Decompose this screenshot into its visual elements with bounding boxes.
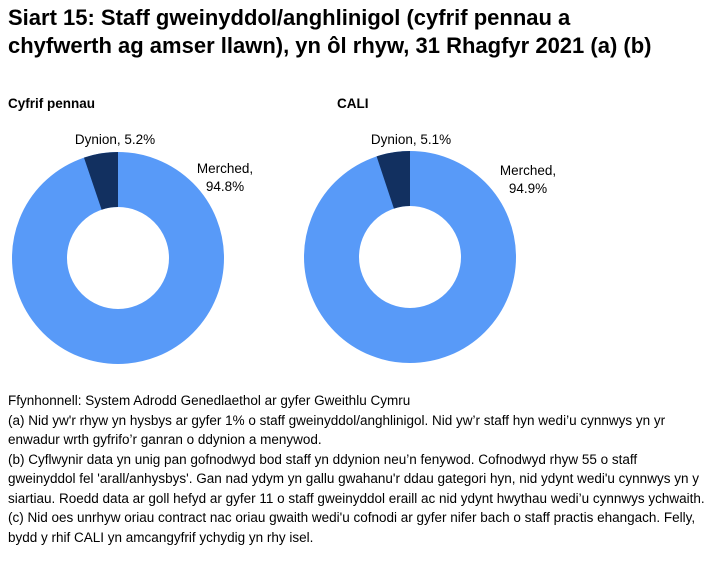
donut-chart-cali bbox=[304, 151, 516, 363]
donut-chart-cyfrif-pennau bbox=[12, 152, 224, 364]
data-label-merched-line2: 94.8% bbox=[205, 179, 245, 194]
footnotes: Ffynhonnell: System Adrodd Genedlaethol … bbox=[8, 391, 706, 547]
data-label-merched-line1: Merched, bbox=[499, 163, 557, 178]
data-label-merched-line2: 94.9% bbox=[508, 181, 548, 196]
footnote-b: (b) Cyflwynir data yn unig pan gofnodwyd… bbox=[8, 451, 705, 506]
source-note: Ffynhonnell: System Adrodd Genedlaethol … bbox=[8, 393, 411, 408]
merched-slice bbox=[304, 151, 516, 363]
data-label-merched-cyfrif-pennau: Merched, 94.8% bbox=[197, 160, 253, 196]
dynion-slice bbox=[376, 151, 412, 209]
dynion-slice bbox=[83, 152, 120, 211]
data-label-merched-line1: Merched, bbox=[196, 161, 254, 176]
footnote-c: (c) Nid oes unrhyw oriau contract nac or… bbox=[8, 510, 696, 545]
chart-title: Siart 15: Staff gweinyddol/anghlinigol (… bbox=[8, 5, 652, 58]
data-label-merched-cali: Merched, 94.9% bbox=[500, 162, 556, 198]
data-label-dynion-cali: Dynion, 5.1% bbox=[370, 132, 452, 147]
subtitle-cali: CALI bbox=[337, 96, 369, 111]
data-label-dynion-cyfrif-pennau: Dynion, 5.2% bbox=[74, 132, 156, 147]
footnote-a: (a) Nid yw'r rhyw yn hysbys ar gyfer 1% … bbox=[8, 412, 666, 448]
subtitle-cyfrif-pennau: Cyfrif pennau bbox=[8, 96, 96, 111]
